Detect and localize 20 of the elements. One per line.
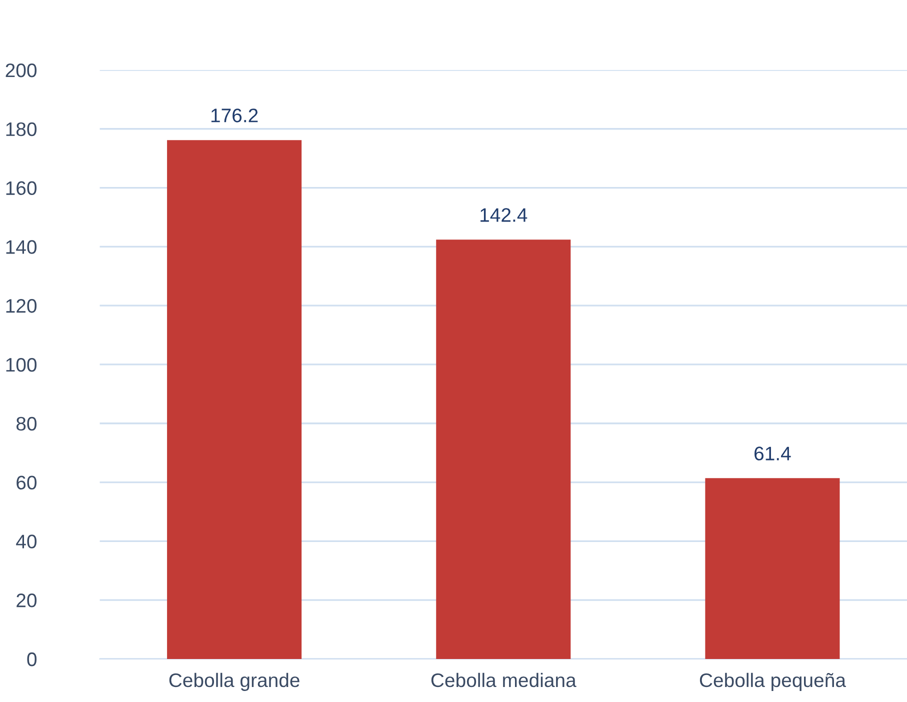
x-tick-label: Cebolla mediana [431, 672, 576, 688]
x-tick-label: Cebolla pequeña [700, 672, 846, 691]
y-tick-label: 0 [27, 652, 37, 666]
y-tick-label: 100 [6, 358, 37, 372]
y-tick-label: 140 [6, 240, 37, 254]
y-tick-label: 60 [16, 476, 37, 490]
y-tick-label: 120 [6, 299, 37, 313]
y-tick-label: 200 [6, 63, 37, 78]
y-tick-label: 180 [6, 122, 37, 136]
bar [167, 140, 302, 659]
data-label: 142.4 [480, 208, 528, 222]
data-label: 61.4 [754, 446, 791, 460]
data-label: 176.2 [211, 108, 258, 122]
y-tick-label: 160 [6, 181, 37, 196]
y-tick-label: 20 [16, 594, 37, 608]
y-tick-label: 80 [16, 416, 37, 431]
y-tick-label: 40 [16, 534, 37, 548]
bar [436, 240, 571, 659]
bar [705, 478, 840, 659]
x-tick-label: Cebolla grande [169, 672, 300, 691]
